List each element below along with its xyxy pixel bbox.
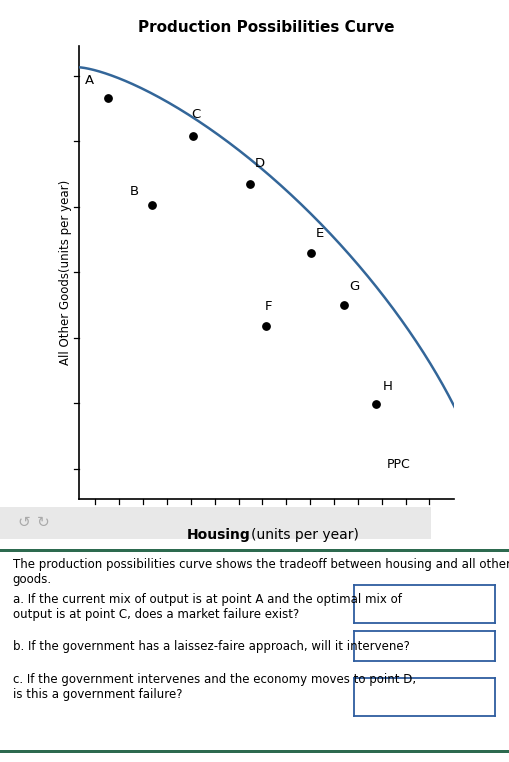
Text: F: F <box>264 299 271 312</box>
Text: The production possibilities curve shows the tradeoff between housing and all ot: The production possibilities curve shows… <box>13 558 509 586</box>
Text: C: C <box>191 108 200 121</box>
Text: D: D <box>254 157 265 170</box>
Text: E: E <box>316 227 324 240</box>
Point <box>246 178 254 190</box>
Text: c. If the government intervenes and the economy moves to point D,
is this a gove: c. If the government intervenes and the … <box>13 673 415 701</box>
Text: G: G <box>348 280 358 293</box>
Text: B: B <box>130 184 139 197</box>
Title: Production Possibilities Curve: Production Possibilities Curve <box>138 20 394 35</box>
Text: H: H <box>382 380 392 393</box>
Point <box>262 320 270 332</box>
Text: ↺: ↺ <box>17 515 30 530</box>
Point <box>103 91 111 104</box>
Text: Housing: Housing <box>187 528 250 542</box>
Point <box>339 299 347 311</box>
Point <box>148 200 156 212</box>
Point <box>372 398 380 410</box>
Text: b. If the government has a laissez-faire approach, will it intervene?: b. If the government has a laissez-faire… <box>13 640 409 653</box>
Text: PPC: PPC <box>386 458 410 471</box>
Text: A: A <box>85 74 94 87</box>
Point <box>189 130 197 142</box>
Text: ↻: ↻ <box>37 515 49 530</box>
Point <box>306 247 315 259</box>
Y-axis label: All Other Goods(units per year): All Other Goods(units per year) <box>59 180 72 365</box>
Text: (units per year): (units per year) <box>251 528 359 542</box>
Text: a. If the current mix of output is at point A and the optimal mix of
output is a: a. If the current mix of output is at po… <box>13 593 401 621</box>
